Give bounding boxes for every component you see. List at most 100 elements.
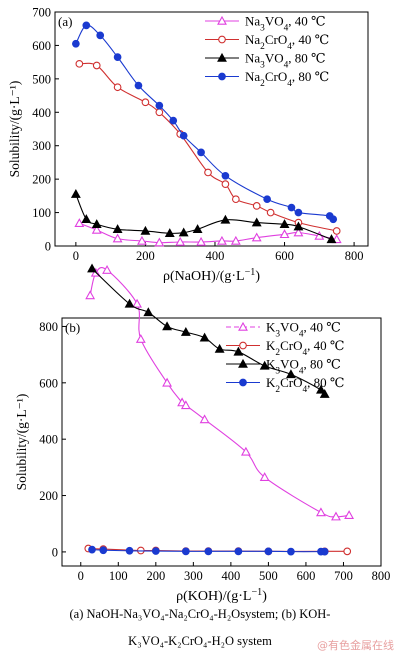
data-point: [143, 307, 154, 317]
data-point: [263, 195, 271, 204]
x-tick-label: 600: [275, 249, 294, 263]
data-point: [192, 224, 203, 234]
data-point: [135, 334, 146, 343]
data-point: [99, 546, 108, 555]
y-axis-label: Solubility/(g·L⁻¹): [7, 81, 22, 178]
data-point: [230, 235, 241, 245]
data-point: [134, 81, 143, 90]
legend-label: Na2CrO4, 80 ℃: [245, 69, 329, 89]
data-point: [85, 290, 96, 300]
legend-entry-2: K2CrO4, 40 ℃: [226, 338, 344, 358]
legend-marker: [217, 52, 227, 62]
panel-label: (a): [58, 14, 72, 29]
data-point: [343, 547, 352, 556]
data-point: [326, 234, 337, 244]
legend-entry-3: K3VO4, 80 ℃: [226, 357, 341, 377]
series-1: [85, 264, 355, 521]
data-point: [293, 221, 304, 231]
data-point: [252, 202, 261, 210]
series-3: [87, 263, 330, 398]
data-point: [240, 446, 251, 456]
y-axis-label: Solubility/(g·L⁻¹): [14, 394, 29, 491]
data-point: [96, 31, 105, 40]
legend-label: Na3VO4, 80 ℃: [245, 51, 326, 71]
y-tick-label: 0: [52, 545, 58, 559]
data-point: [259, 360, 270, 370]
data-point: [220, 214, 231, 224]
data-point: [204, 168, 212, 177]
y-tick-label: 300: [32, 139, 51, 153]
data-point: [155, 101, 164, 110]
x-tick-label: 500: [259, 569, 278, 583]
data-point: [154, 237, 165, 247]
data-point: [137, 235, 147, 245]
data-point: [264, 547, 273, 556]
data-point: [140, 225, 151, 235]
data-point: [112, 233, 123, 243]
y-tick-label: 100: [32, 206, 51, 220]
data-point: [162, 377, 173, 387]
y-tick-label: 400: [32, 106, 51, 120]
y-tick-label: 700: [32, 6, 51, 20]
data-point: [287, 203, 296, 212]
legend-marker: [217, 15, 227, 25]
y-tick-label: 200: [32, 173, 51, 187]
data-point: [72, 39, 80, 48]
data-point: [344, 510, 355, 520]
legend-label: K2CrO4, 40 ℃: [266, 338, 344, 358]
x-tick-label: 400: [222, 569, 241, 583]
data-point: [82, 21, 91, 30]
data-point: [179, 131, 188, 140]
data-point: [316, 384, 326, 394]
data-point: [178, 227, 189, 237]
data-point: [316, 507, 326, 517]
data-point: [320, 547, 329, 556]
data-point: [285, 369, 296, 379]
data-point: [199, 414, 210, 424]
y-tick-label: 200: [39, 489, 58, 503]
data-point: [251, 232, 262, 242]
chart-panel-b: 0 100 200 300 400 500 600 700 800 0 200 400 600 800 (b…: [14, 263, 391, 604]
data-point: [197, 148, 205, 157]
y-tick-label: 400: [39, 433, 58, 447]
data-point: [319, 388, 330, 398]
legend-marker: [239, 341, 247, 350]
data-point: [180, 400, 191, 410]
data-point: [175, 236, 186, 246]
data-point: [279, 229, 290, 239]
data-point: [196, 236, 207, 246]
legend-label: K3VO4, 40 ℃: [266, 320, 341, 340]
y-tick-label: 600: [39, 376, 58, 390]
x-tick-label: 100: [109, 569, 128, 583]
caption-line-2: K₃VO₄-K₂CrO₄-H₂O system: [128, 634, 272, 648]
data-point: [74, 218, 85, 228]
legend-marker: [238, 321, 248, 331]
watermark: @有色金属在线: [317, 639, 394, 652]
data-point: [88, 545, 96, 554]
data-point: [279, 219, 290, 229]
legend-marker: [218, 72, 226, 81]
plot-frame: [61, 317, 382, 567]
x-tick-label: 800: [372, 569, 391, 583]
x-tick-label: 800: [345, 249, 364, 263]
caption-line-1: (a) NaOH-Na₃VO₄-Na₂CrO₄-H₂Osystem; (b) K…: [69, 607, 331, 621]
series-3: [70, 189, 337, 244]
data-point: [204, 547, 213, 556]
x-tick-label: 600: [297, 569, 316, 583]
data-point: [221, 180, 230, 189]
data-point: [199, 332, 210, 342]
chart-panel-a: 0 200 400 600 800 0 100 200 300 400 500 600 700 (a) ρ(…: [7, 6, 369, 284]
data-point: [102, 264, 112, 274]
data-point: [266, 208, 275, 217]
x-tick-label: 200: [136, 249, 155, 263]
legend-label: K3VO4, 80 ℃: [266, 357, 341, 377]
legend-entry-1: Na3VO4, 40 ℃: [205, 14, 326, 34]
x-tick-label: 0: [78, 569, 84, 583]
data-point: [294, 208, 303, 217]
legend-marker: [218, 35, 226, 44]
data-point: [75, 59, 84, 68]
legend-label: Na2CrO4, 40 ℃: [245, 32, 329, 52]
data-point: [329, 215, 338, 224]
legend-entry-4: Na2CrO4, 80 ℃: [205, 69, 329, 89]
